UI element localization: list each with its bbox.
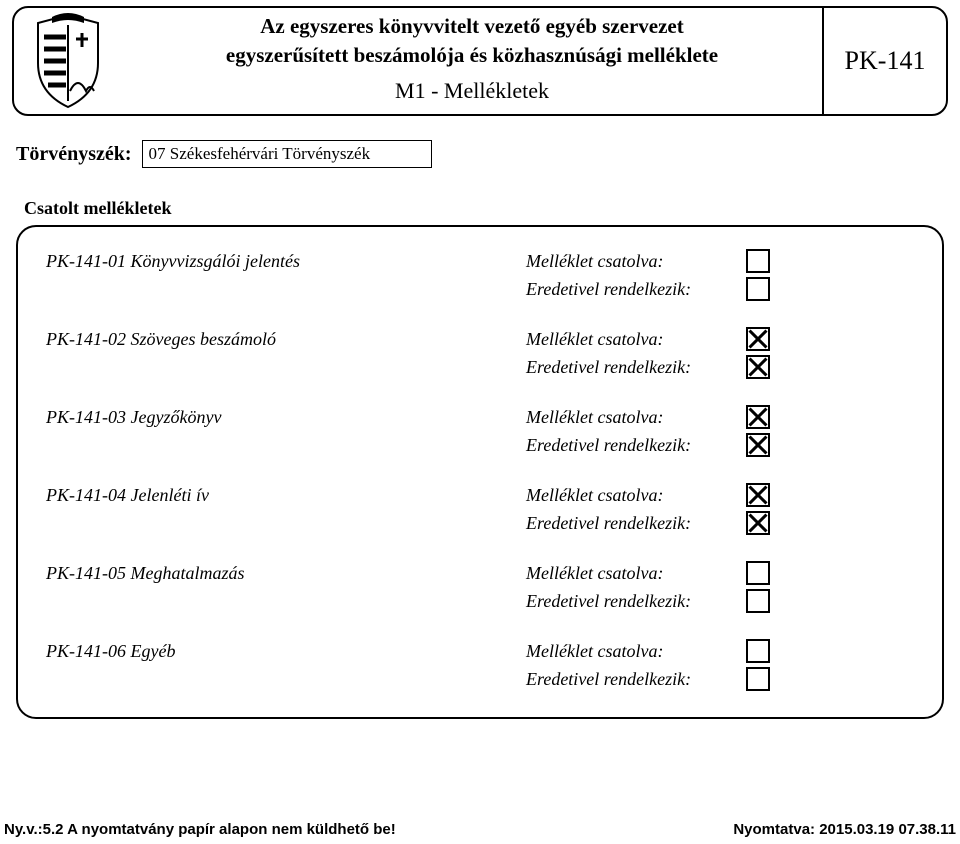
attachment-item: PK-141-01 Könyvvizsgálói jelentésMellékl… [46,249,914,301]
attachment-name: PK-141-01 Könyvvizsgálói jelentés [46,251,526,272]
attachment-attached-checkbox[interactable] [746,405,770,429]
header-title-block: Az egyszeres könyvvitelt vezető egyéb sz… [122,8,822,114]
attachment-row-attached: PK-141-02 Szöveges beszámolóMelléklet cs… [46,327,914,351]
attachment-attached-checkbox[interactable] [746,561,770,585]
attachment-row-original: Eredetivel rendelkezik: [46,277,914,301]
attachment-attached-checkbox[interactable] [746,327,770,351]
coat-of-arms-icon [20,6,116,116]
attachment-original-label: Eredetivel rendelkezik: [526,279,746,300]
attachment-original-checkbox[interactable] [746,433,770,457]
attachments-box: PK-141-01 Könyvvizsgálói jelentésMellékl… [16,225,944,719]
attachment-row-original: Eredetivel rendelkezik: [46,511,914,535]
attachment-original-checkbox[interactable] [746,355,770,379]
attachment-original-label: Eredetivel rendelkezik: [526,669,746,690]
attachment-original-label: Eredetivel rendelkezik: [526,591,746,612]
attachment-attached-label: Melléklet csatolva: [526,641,746,662]
header-title-line2: egyszerűsített beszámolója és közhasznús… [130,43,814,68]
attachment-original-checkbox[interactable] [746,667,770,691]
footer-right: Nyomtatva: 2015.03.19 07.38.11 [733,821,956,838]
attachment-name: PK-141-03 Jegyzőkönyv [46,407,526,428]
attachment-row-attached: PK-141-04 Jelenléti ívMelléklet csatolva… [46,483,914,507]
attachment-item: PK-141-06 EgyébMelléklet csatolva: Eredet… [46,639,914,691]
attachment-row-original: Eredetivel rendelkezik: [46,589,914,613]
attachment-item: PK-141-02 Szöveges beszámolóMelléklet cs… [46,327,914,379]
attachment-original-label: Eredetivel rendelkezik: [526,435,746,456]
attachment-row-attached: PK-141-05 MeghatalmazásMelléklet csatolv… [46,561,914,585]
court-value: 07 Székesfehérvári Törvényszék [142,140,432,168]
attachment-attached-checkbox[interactable] [746,639,770,663]
attachment-original-label: Eredetivel rendelkezik: [526,513,746,534]
attachment-original-label: Eredetivel rendelkezik: [526,357,746,378]
attachment-original-checkbox[interactable] [746,589,770,613]
footer: Ny.v.:5.2 A nyomtatvány papír alapon nem… [4,821,956,838]
attachment-row-original: Eredetivel rendelkezik: [46,433,914,457]
attachment-row-original: Eredetivel rendelkezik: [46,667,914,691]
attachment-row-attached: PK-141-06 EgyébMelléklet csatolva: [46,639,914,663]
attachment-row-attached: PK-141-03 JegyzőkönyvMelléklet csatolva: [46,405,914,429]
attachment-attached-label: Melléklet csatolva: [526,485,746,506]
attachment-row-original: Eredetivel rendelkezik: [46,355,914,379]
attachment-item: PK-141-03 JegyzőkönyvMelléklet csatolva:… [46,405,914,457]
form-header: Az egyszeres könyvvitelt vezető egyéb sz… [0,0,960,116]
attachment-original-checkbox[interactable] [746,277,770,301]
attachment-original-checkbox[interactable] [746,511,770,535]
attachments-section-title: Csatolt mellékletek [24,198,960,219]
footer-left: Ny.v.:5.2 A nyomtatvány papír alapon nem… [4,821,396,838]
attachment-item: PK-141-05 MeghatalmazásMelléklet csatolv… [46,561,914,613]
header-title-line1: Az egyszeres könyvvitelt vezető egyéb sz… [130,14,814,39]
attachment-attached-label: Melléklet csatolva: [526,407,746,428]
attachment-row-attached: PK-141-01 Könyvvizsgálói jelentésMellékl… [46,249,914,273]
attachment-name: PK-141-06 Egyéb [46,641,526,662]
attachment-attached-label: Melléklet csatolva: [526,329,746,350]
attachment-attached-checkbox[interactable] [746,249,770,273]
form-code: PK-141 [822,8,946,114]
court-label: Törvényszék: [16,143,132,166]
attachment-name: PK-141-04 Jelenléti ív [46,485,526,506]
header-subtitle: M1 - Mellékletek [130,78,814,104]
attachment-attached-label: Melléklet csatolva: [526,251,746,272]
attachment-name: PK-141-02 Szöveges beszámoló [46,329,526,350]
attachment-attached-checkbox[interactable] [746,483,770,507]
attachment-attached-label: Melléklet csatolva: [526,563,746,584]
court-row: Törvényszék: 07 Székesfehérvári Törvénys… [16,140,960,168]
attachment-item: PK-141-04 Jelenléti ívMelléklet csatolva… [46,483,914,535]
attachment-name: PK-141-05 Meghatalmazás [46,563,526,584]
